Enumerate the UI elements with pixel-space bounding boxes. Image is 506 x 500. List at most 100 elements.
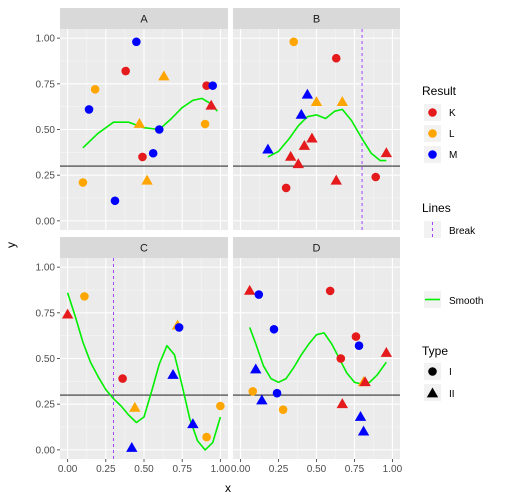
y-tick-label: 1.00 — [36, 34, 56, 45]
x-tick-label: 0.75 — [345, 464, 365, 475]
data-point-circle — [281, 183, 291, 193]
data-point-triangle — [292, 158, 304, 169]
data-point-circle — [132, 37, 141, 47]
x-axis-title: x — [225, 481, 231, 495]
data-point-circle — [148, 148, 158, 158]
y-axis-title: y — [4, 242, 18, 248]
data-point-triangle — [306, 132, 318, 143]
facet-strip — [233, 237, 400, 258]
data-point-triangle — [301, 88, 314, 99]
x-tick-label: 0.25 — [96, 464, 116, 475]
x-tick-label: 1.00 — [211, 464, 231, 475]
data-point-triangle — [298, 139, 311, 150]
x-tick-label: 1.00 — [383, 464, 403, 475]
data-point-triangle — [336, 398, 349, 409]
x-tick-label: 0.00 — [58, 464, 78, 475]
data-point-circle — [351, 332, 361, 341]
legend-result-key — [428, 150, 437, 159]
data-point-circle — [216, 401, 225, 411]
data-point-circle — [208, 81, 218, 90]
facet-strip-label: B — [313, 14, 320, 26]
smooth-curve — [267, 108, 387, 162]
data-point-triangle — [310, 96, 323, 106]
data-point-circle — [272, 388, 282, 398]
data-point-triangle — [205, 99, 217, 110]
data-point-triangle — [141, 174, 153, 185]
facet-strip-label: C — [140, 243, 148, 255]
data-point-circle — [118, 374, 127, 383]
data-point-triangle — [354, 410, 367, 421]
legend-break-label: Break — [449, 226, 476, 237]
data-point-circle — [354, 341, 364, 351]
data-point-triangle — [244, 284, 256, 295]
data-point-triangle — [126, 442, 138, 452]
data-point-circle — [121, 66, 130, 76]
data-point-circle — [78, 178, 88, 187]
facet-strip — [233, 8, 400, 29]
legend-type-label: I — [449, 367, 452, 378]
x-tick-label: 0.50 — [307, 464, 327, 475]
legend-type-label: II — [449, 389, 455, 400]
data-point-circle — [110, 196, 120, 206]
x-tick-label: 0.50 — [134, 464, 154, 475]
y-tick-label: 0.00 — [36, 445, 56, 456]
data-point-triangle — [380, 347, 393, 357]
facet-strip — [60, 8, 228, 29]
legend-result-label: L — [449, 129, 455, 140]
data-point-circle — [331, 53, 341, 63]
legend-type-circle-key — [428, 367, 437, 376]
y-tick-label: 0.75 — [36, 79, 56, 90]
data-point-triangle — [133, 118, 146, 128]
data-point-circle — [371, 172, 381, 182]
facet-panel-d: D 0.00 0.25 0.50 0.75 1.00 — [231, 237, 403, 475]
legend-type-title: Type — [422, 344, 448, 358]
facet-strip-label: A — [140, 14, 148, 26]
facet-panel-a: A 0.00 0.25 0.50 0.75 1.00 — [36, 8, 228, 230]
data-point-circle — [138, 152, 147, 162]
data-point-circle — [90, 85, 100, 94]
x-tick-label: 0.75 — [172, 464, 192, 475]
data-point-triangle — [295, 108, 308, 119]
data-point-circle — [325, 286, 335, 296]
smooth-curve — [66, 292, 222, 451]
y-tick-label: 0.50 — [36, 354, 56, 365]
data-point-circle — [202, 81, 211, 90]
facet-panel-b: B — [233, 8, 400, 230]
data-point-circle — [289, 37, 299, 47]
data-point-circle — [248, 387, 258, 396]
legend-type-triangle-key — [426, 387, 439, 398]
y-tick-label: 1.00 — [36, 263, 56, 274]
data-point-circle — [80, 292, 89, 301]
data-point-circle — [200, 119, 210, 129]
legend-result-key — [428, 129, 437, 138]
legend-smooth-label: Smooth — [449, 296, 483, 307]
data-point-triangle — [380, 147, 393, 158]
facet-strip — [60, 237, 228, 258]
legend-result-title: Result — [422, 84, 457, 98]
data-point-triangle — [158, 70, 170, 81]
data-point-circle — [174, 323, 184, 332]
y-tick-label: 0.50 — [36, 125, 56, 136]
data-point-triangle — [167, 368, 179, 379]
facet-strip-label: D — [313, 243, 321, 255]
data-point-triangle — [250, 363, 262, 374]
legend-result-key — [428, 108, 437, 117]
data-point-circle — [269, 324, 279, 334]
y-tick-label: 0.00 — [36, 216, 56, 227]
data-point-circle — [84, 105, 94, 114]
data-point-circle — [254, 290, 264, 299]
legend-lines-title: Lines — [422, 201, 451, 215]
data-point-triangle — [262, 143, 274, 154]
data-point-triangle — [129, 401, 141, 412]
data-point-circle — [278, 405, 288, 414]
y-tick-label: 0.75 — [36, 308, 56, 319]
panels-layer: A 0.00 0.25 0.50 0.75 1.00 B C 0.00 0.25 0.50 0.75 1… — [36, 8, 403, 475]
data-point-circle — [202, 432, 211, 442]
x-tick-label: 0.25 — [269, 464, 289, 475]
data-point-triangle — [359, 376, 371, 387]
data-point-triangle — [187, 418, 199, 429]
y-tick-label: 0.25 — [36, 400, 56, 411]
smooth-curve — [82, 97, 218, 149]
